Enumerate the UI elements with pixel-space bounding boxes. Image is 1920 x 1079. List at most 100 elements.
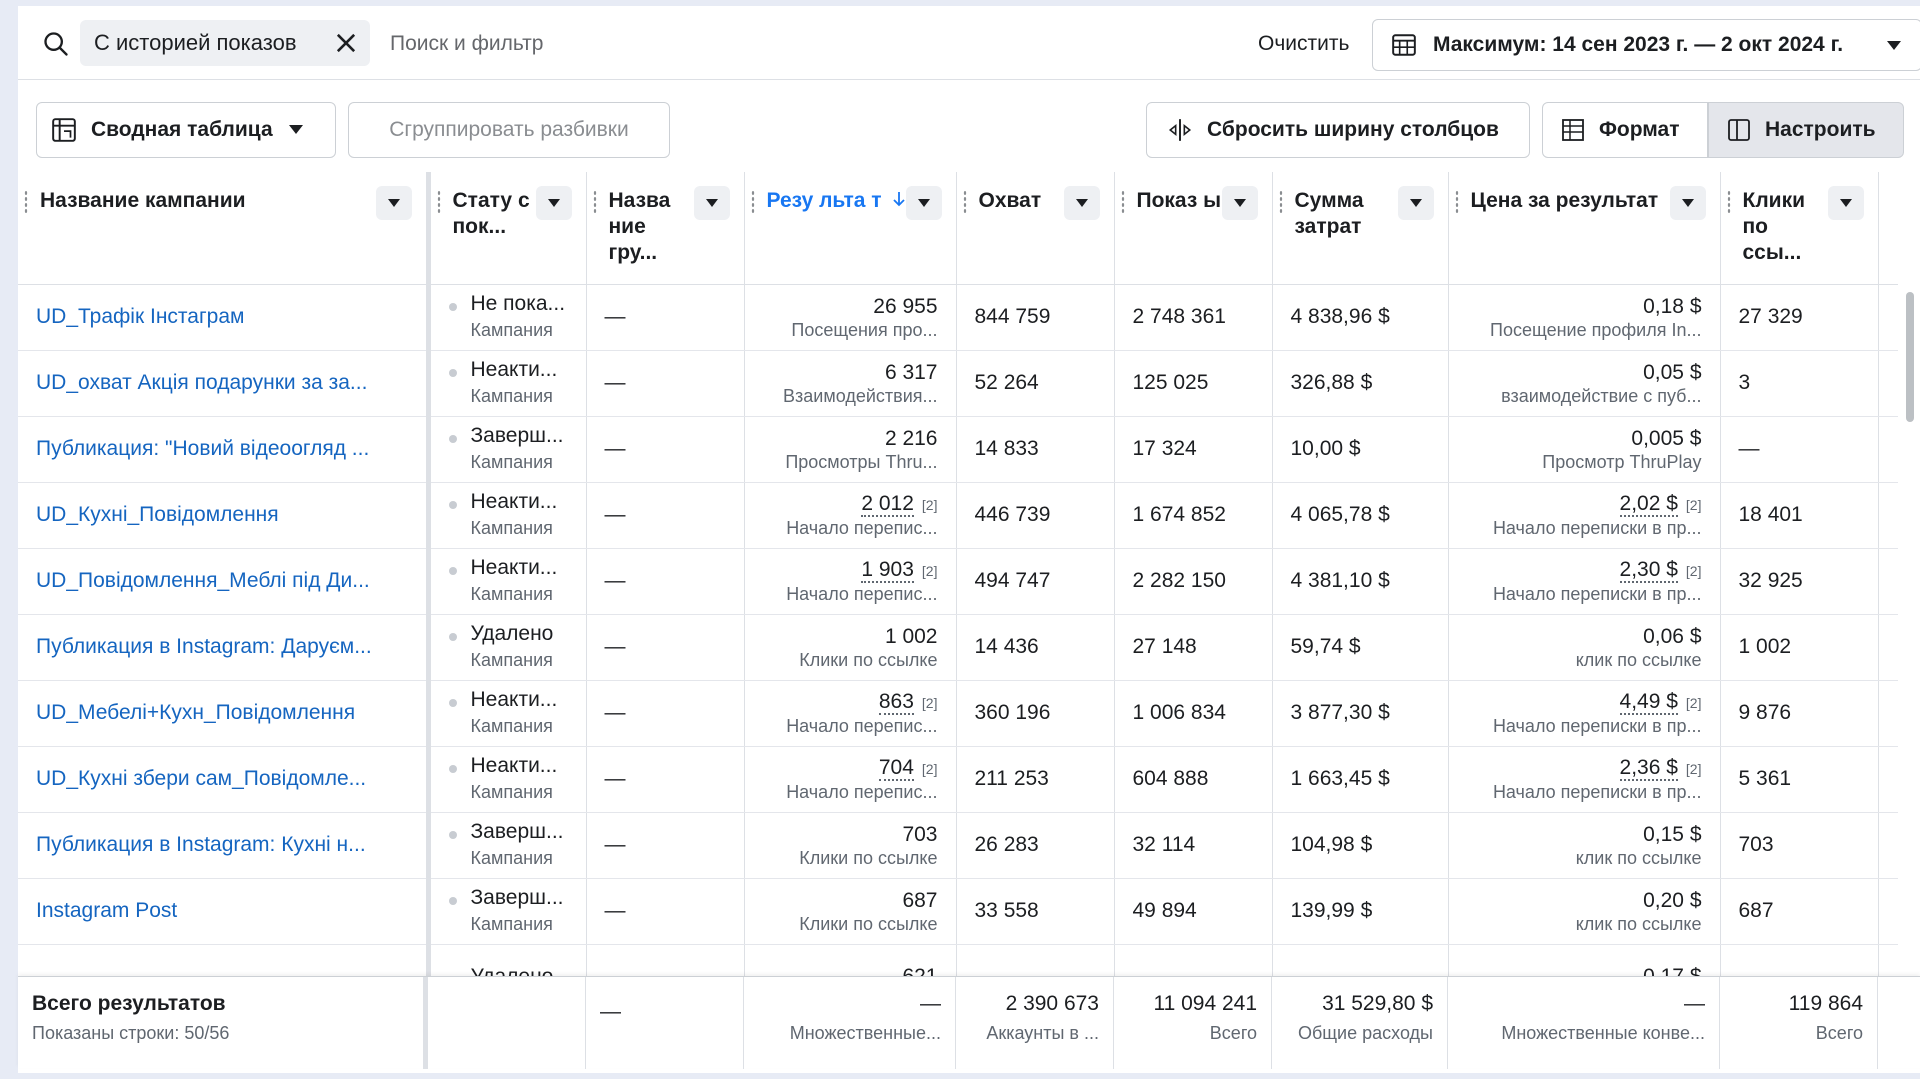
drag-handle-icon[interactable]: [1120, 190, 1125, 214]
column-menu-button[interactable]: [375, 186, 412, 220]
cost-per-result-cell: 0,18 $ Посещение профиля In...: [1448, 284, 1721, 351]
column-menu-button[interactable]: [693, 186, 730, 220]
totals-clicks-value: 119 864: [1788, 992, 1863, 1015]
column-menu-button[interactable]: [1827, 186, 1864, 220]
column-menu-button[interactable]: [535, 186, 572, 220]
drag-handle-icon[interactable]: [750, 190, 755, 214]
drag-handle-icon[interactable]: [1454, 190, 1459, 214]
status-cell: Неакти... Кампания: [428, 680, 587, 747]
table-row[interactable]: UD_охват Акція подарунки за за... Неакти…: [18, 350, 1898, 417]
reach-cell: 844 759: [956, 284, 1115, 351]
cost-per-result-type: Начало переписки в пр...: [1492, 518, 1702, 538]
spend-cell: 4 065,78 $: [1272, 482, 1449, 549]
totals-reach-sub: Аккаунты в ...: [986, 1023, 1099, 1043]
attribution-note[interactable]: [2]: [921, 695, 938, 711]
table-row[interactable]: UD_Кухні_Повідомлення Неакти... Кампания…: [18, 482, 1898, 549]
reach-cell: 14 833: [956, 416, 1115, 483]
campaign-name-link[interactable]: Публикация: "Новий відеоогляд ...: [18, 416, 431, 483]
reset-column-width-button[interactable]: Сбросить ширину столбцов: [1146, 102, 1530, 158]
table-row[interactable]: UD_Трафік Інстаграм Не пока... Кампания …: [18, 284, 1898, 351]
cost-per-result-value: 0,15 $: [1643, 822, 1702, 846]
impressions-cell: 32 114: [1114, 812, 1273, 879]
column-menu-button[interactable]: [1397, 186, 1434, 220]
results-value: 2 216: [884, 426, 938, 450]
campaign-name-link[interactable]: Instagram Post: [18, 878, 431, 945]
table-row[interactable]: UD_Повідомлення_Меблі під Ди... Неакти..…: [18, 548, 1898, 615]
column-header-link-clicks[interactable]: Клики по ссы...: [1720, 172, 1879, 285]
drag-handle-icon[interactable]: [592, 190, 597, 214]
campaign-name-link[interactable]: Публикация в Instagram: Кухні н...: [18, 812, 431, 879]
cost-per-result-type: взаимодействие с пуб...: [1501, 385, 1702, 406]
cost-per-result-value: 0,06 $: [1643, 624, 1702, 648]
column-menu-button[interactable]: [1221, 186, 1258, 220]
drag-handle-icon[interactable]: [24, 190, 28, 214]
chevron-down-icon: [387, 199, 400, 207]
table-row[interactable]: Instagram Post Заверш... Кампания — 687 …: [18, 878, 1898, 945]
campaign-name-link[interactable]: Публикация в Instagram: Даруєм...: [18, 614, 431, 681]
filter-chip[interactable]: С историей показов: [80, 20, 370, 66]
status-dot-icon: [448, 567, 457, 575]
totals-results-value: —: [920, 992, 941, 1015]
column-menu-button[interactable]: [1063, 186, 1100, 220]
column-header-status[interactable]: Стату с пок...: [428, 172, 587, 285]
date-range-picker[interactable]: Максимум: 14 сен 2023 г. — 2 окт 2024 г.: [1372, 19, 1920, 71]
campaign-name-link[interactable]: UD_Кухні збери сам_Повідомле...: [18, 746, 431, 813]
table-row[interactable]: Публикация в Instagram: Даруєм... Удален…: [18, 614, 1898, 681]
overflow-cell: [1878, 680, 1898, 747]
attribution-note[interactable]: [2]: [1685, 497, 1702, 513]
results-cell: 26 955 Посещения про...: [744, 284, 957, 351]
attribution-note[interactable]: [2]: [1685, 563, 1702, 579]
search-icon[interactable]: [42, 30, 70, 58]
column-header-impressions[interactable]: Показ ы: [1114, 172, 1273, 285]
format-button[interactable]: Формат: [1542, 102, 1708, 158]
drag-handle-icon[interactable]: [1726, 190, 1731, 214]
results-value: 26 955: [873, 294, 938, 318]
impressions-cell: 49 894: [1114, 878, 1273, 945]
search-input[interactable]: Поиск и фильтр: [390, 32, 544, 55]
drag-handle-icon[interactable]: [436, 190, 441, 214]
status-cell: Неакти... Кампания: [428, 350, 587, 417]
column-header-campaign-name[interactable]: Название кампании: [18, 172, 431, 285]
ad-group-cell: —: [586, 350, 745, 417]
campaign-name-link[interactable]: UD_Мебелі+Кухн_Повідомлення: [18, 680, 431, 747]
totals-reach-cell: 2 390 673 Аккаунты в ...: [956, 977, 1114, 1069]
table-row[interactable]: UD_Кухні збери сам_Повідомле... Неакти..…: [18, 746, 1898, 813]
attribution-note[interactable]: [2]: [921, 563, 938, 579]
table-row[interactable]: UD_Мебелі+Кухн_Повідомлення Неакти... Ка…: [18, 680, 1898, 747]
results-type: Начало перепис...: [786, 716, 938, 736]
results-cell: 863 [2] Начало перепис...: [744, 680, 957, 747]
close-icon[interactable]: [332, 29, 360, 57]
results-cell: 6 317 Взаимодействия...: [744, 350, 957, 417]
drag-handle-icon[interactable]: [1278, 190, 1283, 214]
column-header-label: Назва ние гру...: [608, 189, 671, 264]
attribution-note[interactable]: [2]: [921, 761, 938, 777]
column-menu-button[interactable]: [905, 186, 942, 220]
column-header-results[interactable]: Резу льта т: [744, 172, 957, 285]
configure-button[interactable]: Настроить: [1708, 102, 1904, 158]
group-breakdowns-button[interactable]: Сгруппировать разбивки: [348, 102, 670, 158]
clear-button[interactable]: Очистить: [1258, 32, 1350, 55]
attribution-note[interactable]: [2]: [1685, 695, 1702, 711]
vertical-scrollbar[interactable]: [1906, 292, 1914, 422]
reach-cell: 360 196: [956, 680, 1115, 747]
results-cell: 1 002 Клики по ссылке: [744, 614, 957, 681]
totals-title-cell: Всего результатов Показаны строки: 50/56: [18, 977, 428, 1069]
column-header-spend[interactable]: Сумма затрат: [1272, 172, 1449, 285]
campaign-name-link[interactable]: UD_охват Акція подарунки за за...: [18, 350, 431, 417]
column-header-ad-group[interactable]: Назва ние гру...: [586, 172, 745, 285]
attribution-note[interactable]: [2]: [921, 497, 938, 513]
campaign-name-link[interactable]: UD_Повідомлення_Меблі під Ди...: [18, 548, 431, 615]
attribution-note[interactable]: [2]: [1685, 761, 1702, 777]
table-row[interactable]: Публикация: "Новий відеоогляд ... Заверш…: [18, 416, 1898, 483]
campaign-name-link[interactable]: UD_Кухні_Повідомлення: [18, 482, 431, 549]
totals-spend-cell: 31 529,80 $ Общие расходы: [1272, 977, 1448, 1069]
campaign-name-link[interactable]: UD_Трафік Інстаграм: [18, 284, 431, 351]
cost-per-result-type: клик по ссылке: [1575, 847, 1702, 868]
drag-handle-icon[interactable]: [962, 190, 967, 214]
table-row[interactable]: Публикация в Instagram: Кухні н... Завер…: [18, 812, 1898, 879]
status-subtext: Кампания: [470, 518, 553, 538]
column-header-reach[interactable]: Охват: [956, 172, 1115, 285]
pivot-table-button[interactable]: Сводная таблица: [36, 102, 336, 158]
column-menu-button[interactable]: [1669, 186, 1706, 220]
column-header-cost-per-result[interactable]: Цена за результат: [1448, 172, 1721, 285]
